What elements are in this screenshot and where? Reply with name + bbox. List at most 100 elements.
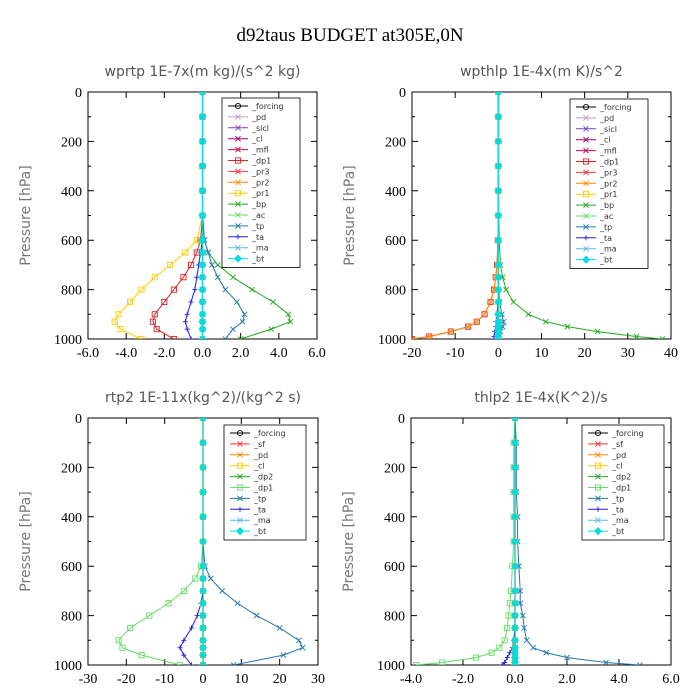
- data-point: [188, 299, 194, 305]
- x-tick-label: -20: [403, 346, 422, 361]
- data-point: [161, 298, 168, 306]
- legend-entry: _ma: [253, 516, 271, 525]
- data-point: [494, 112, 503, 121]
- legend-marker: [233, 254, 243, 263]
- data-point: [138, 286, 145, 293]
- data-point: [472, 654, 480, 661]
- x-tick-label: -10: [446, 346, 465, 361]
- data-point: [198, 211, 207, 220]
- x-tick-label: 6.0: [662, 672, 680, 687]
- data-point: [519, 612, 526, 619]
- y-tick-label: 1000: [54, 333, 82, 348]
- legend-entry: _mfl: [599, 147, 617, 156]
- legend-marker: [583, 213, 589, 219]
- x-tick-label: 4.0: [610, 672, 628, 687]
- data-point: [198, 248, 207, 257]
- data-point: [510, 438, 520, 447]
- x-tick-label: 0.0: [506, 672, 524, 687]
- data-point: [198, 438, 208, 447]
- y-tick-label: 400: [61, 185, 82, 200]
- legend: _forcing _sf _pd _cl _dp2 _dp1_tp _ta _ma _bt: [581, 424, 665, 541]
- data-point: [465, 323, 472, 330]
- data-point: [177, 645, 183, 651]
- x-tick-label: 0: [495, 346, 502, 361]
- legend-marker: [593, 527, 603, 536]
- legend-entry: _forcing: [611, 429, 644, 438]
- legend-entry: _pr3: [599, 168, 617, 177]
- data-point: [241, 311, 248, 318]
- figure-title: d92taus BUDGET at305E,0N: [236, 25, 463, 46]
- data-point: [530, 644, 537, 651]
- y-tick-label: 200: [384, 461, 405, 476]
- data-point: [184, 326, 190, 332]
- data-point: [115, 311, 122, 318]
- data-point: [198, 92, 207, 97]
- data-point: [299, 644, 306, 651]
- data-point: [230, 274, 236, 281]
- data-point: [487, 299, 494, 305]
- data-point: [287, 318, 294, 325]
- legend-entry: _mfl: [251, 146, 269, 155]
- legend-marker: [235, 168, 241, 175]
- legend-entry: _bp: [251, 200, 266, 209]
- legend-marker: [235, 222, 241, 229]
- legend-marker: [583, 202, 589, 209]
- data-point: [153, 326, 160, 333]
- data-point: [500, 318, 507, 325]
- data-point: [494, 260, 503, 269]
- y-tick-label: 200: [61, 461, 82, 476]
- data-point: [510, 623, 520, 632]
- panel-title: wprtp 1E-7x(m kg)/(s^2 kg): [105, 64, 301, 80]
- legend-entry: _pd: [599, 114, 614, 123]
- data-point: [111, 318, 118, 325]
- data-point: [494, 273, 503, 282]
- legend-marker: [594, 429, 602, 437]
- data-point: [487, 298, 494, 306]
- x-tick-label: 40: [664, 346, 678, 361]
- legend-entry: _dp1: [599, 158, 619, 167]
- x-tick-label: 4.0: [270, 346, 288, 361]
- legend-marker: [236, 462, 244, 469]
- legend-marker: [583, 223, 589, 230]
- data-point: [222, 336, 229, 339]
- legend-entry: _forcing: [599, 103, 632, 112]
- x-tick-label: -4.0: [115, 346, 137, 361]
- legend-entry: _cl: [251, 135, 263, 144]
- legend-entry: _forcing: [253, 429, 286, 438]
- data-point: [237, 336, 244, 339]
- data-point: [146, 612, 153, 619]
- data-point: [198, 586, 208, 595]
- y-tick-label: 600: [61, 560, 82, 575]
- legend-entry: _sf: [253, 440, 265, 449]
- data-point: [117, 326, 124, 333]
- legend-marker: [583, 180, 589, 187]
- data-point: [543, 649, 550, 656]
- legend-entry: _ta: [599, 234, 612, 243]
- legend-marker: [583, 114, 589, 121]
- legend-entry: _tp: [251, 222, 264, 231]
- data-point: [198, 537, 208, 546]
- legend-entry: _cl: [599, 136, 611, 145]
- data-point: [198, 599, 208, 608]
- data-point: [182, 319, 188, 325]
- legend-entry: _bt: [253, 527, 266, 536]
- legend-marker: [595, 440, 601, 447]
- legend-entry: _dp1: [251, 157, 271, 166]
- data-point: [481, 311, 488, 318]
- legend-marker: [583, 245, 589, 252]
- data-point: [510, 586, 520, 595]
- legend-entry: _ta: [253, 505, 266, 514]
- x-tick-label: 0: [200, 672, 207, 687]
- legend-marker: [235, 212, 241, 218]
- data-point: [198, 488, 208, 497]
- data-point: [280, 652, 287, 659]
- y-tick-label: 400: [385, 185, 406, 200]
- legend-marker: [237, 451, 243, 458]
- panels: wprtp 1E-7x(m kg)/(s^2 kg) Pressure [hPa]…: [18, 64, 680, 687]
- data-point: [603, 659, 609, 665]
- legend-marker: [236, 484, 244, 491]
- data-point: [503, 286, 510, 293]
- data-point: [564, 323, 571, 330]
- legend-marker: [237, 440, 243, 447]
- legend-marker: [234, 102, 242, 110]
